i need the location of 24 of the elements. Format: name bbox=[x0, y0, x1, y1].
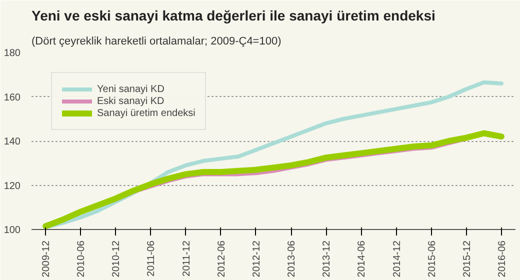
x-tick-label: 2013-12 bbox=[322, 240, 333, 278]
y-tick-label: 140 bbox=[4, 136, 21, 148]
legend-label: Sanayi üretim endeksi bbox=[97, 107, 196, 119]
y-tick-label: 120 bbox=[4, 180, 21, 192]
x-tick-label: 2014-06 bbox=[356, 240, 368, 278]
x-tick-label: 2015-06 bbox=[426, 240, 438, 278]
x-tick-label: 2015-12 bbox=[462, 240, 473, 278]
x-tick-label: 2013-06 bbox=[286, 240, 298, 278]
x-tick-label: 2011-12 bbox=[181, 240, 192, 276]
x-tick-label: 2012-06 bbox=[216, 240, 228, 278]
y-tick-label: 160 bbox=[4, 92, 21, 104]
legend-label: Eski sanayi KD bbox=[97, 95, 164, 107]
x-tick-label: 2016-06 bbox=[496, 240, 508, 278]
x-tick-label: 2012-12 bbox=[251, 240, 262, 278]
y-tick-label: 100 bbox=[4, 225, 21, 236]
legend-label: Yeni sanayi KD bbox=[97, 83, 164, 95]
x-tick-label: 2010-06 bbox=[76, 240, 88, 278]
chart-title: Yeni ve eski sanayi katma değerleri ile sanayi üretim endeksi bbox=[32, 8, 436, 24]
x-tick-label: 2014-12 bbox=[392, 240, 403, 278]
y-tick-label: 180 bbox=[4, 48, 21, 59]
x-tick-label: 2009-12 bbox=[41, 240, 52, 278]
x-tick-label: 2011-06 bbox=[146, 240, 158, 276]
chart-subtitle: (Dört çeyreklik hareketli ortalamalar; 2009-Ç4=100) bbox=[32, 36, 282, 48]
x-tick-label: 2010-12 bbox=[111, 240, 122, 278]
